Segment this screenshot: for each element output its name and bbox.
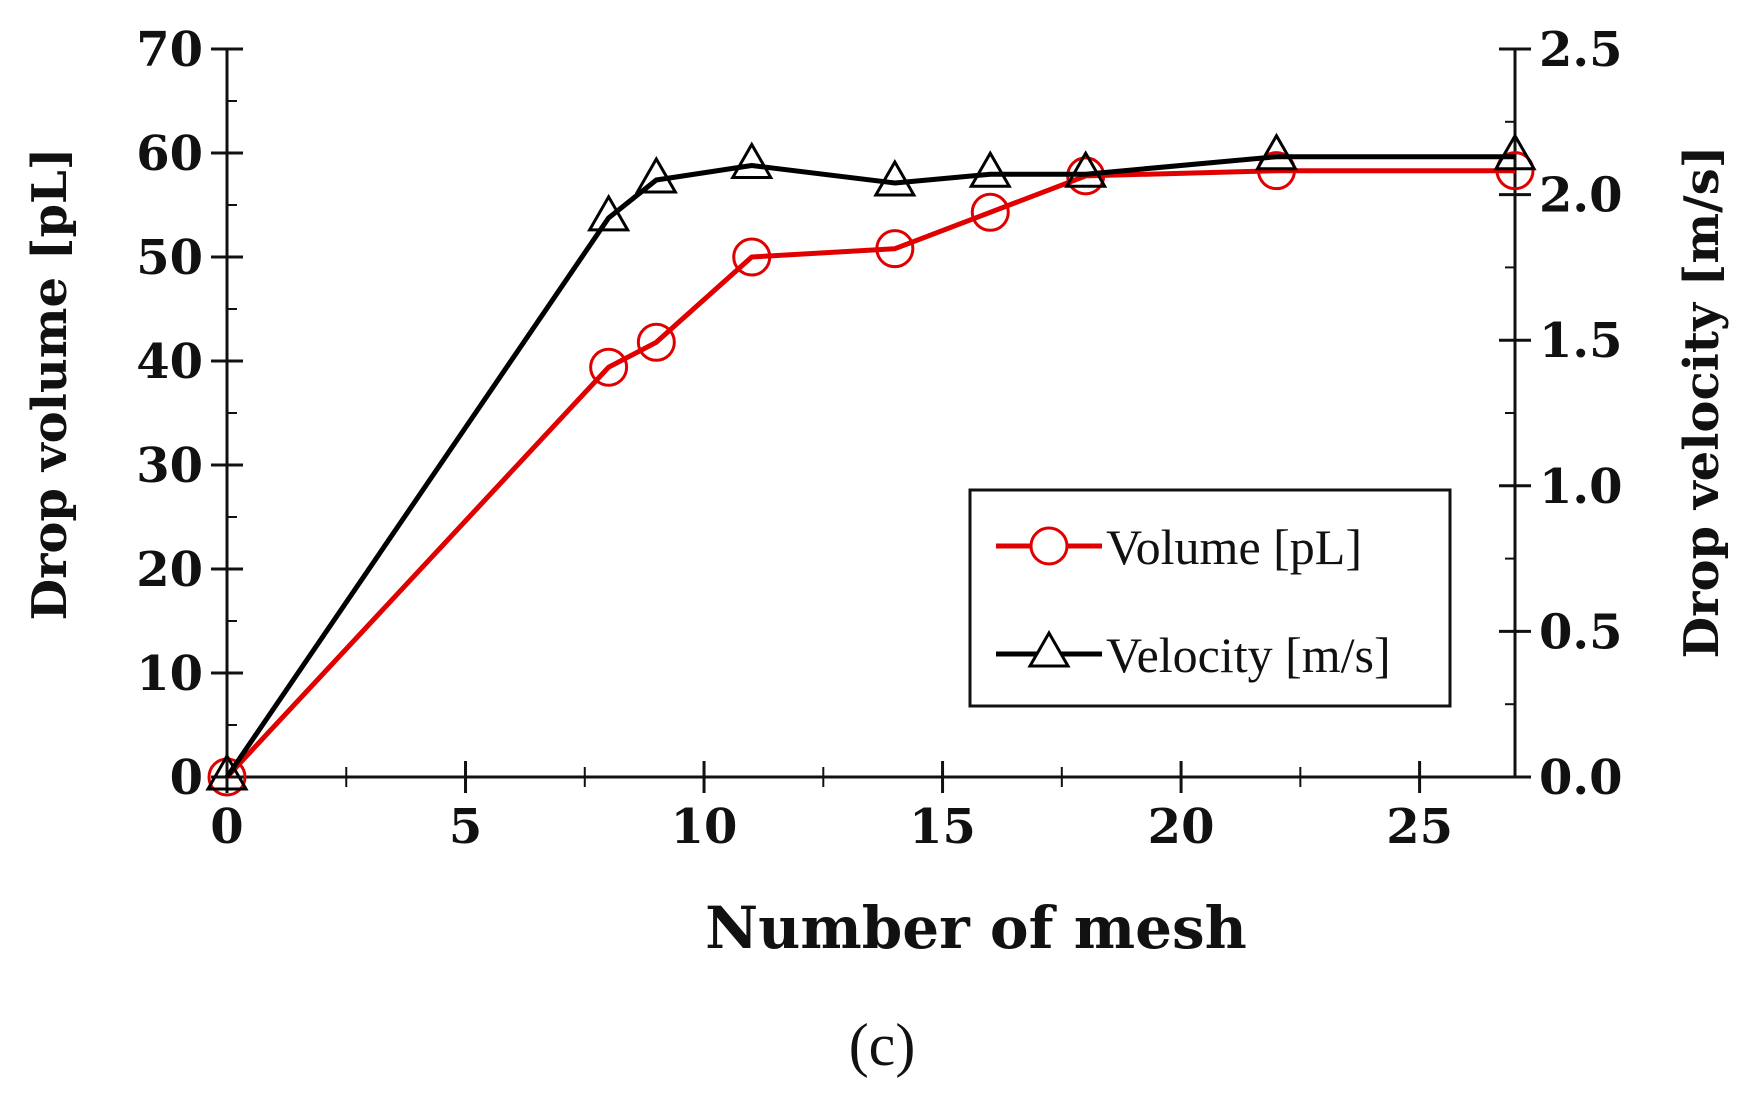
series-line-velocity bbox=[224, 154, 1515, 779]
figure-caption: (c) bbox=[849, 1012, 916, 1078]
y-tick-label: 30 bbox=[136, 438, 203, 494]
y2-tick-label: 1.0 bbox=[1539, 459, 1623, 515]
y-tick-label: 60 bbox=[136, 126, 203, 182]
x-tick-label: 15 bbox=[909, 799, 976, 855]
left-axis-ticks: 0 10 20 30 40 50 60 70 bbox=[136, 22, 243, 806]
x-tick-label: 5 bbox=[449, 799, 482, 855]
legend-box bbox=[968, 488, 1452, 708]
legend: Volume [pL] Velocity [m/s] bbox=[968, 488, 1452, 708]
x-axis-title: Number of mesh bbox=[705, 894, 1247, 962]
data-point-volume bbox=[875, 229, 915, 269]
y-tick-label: 20 bbox=[136, 542, 203, 598]
x-tick-label: 25 bbox=[1386, 799, 1453, 855]
data-point-velocity bbox=[730, 141, 774, 179]
y2-axis-title: Drop velocity [m/s] bbox=[1674, 146, 1730, 659]
data-point-volume bbox=[1256, 151, 1296, 191]
y-axis-title: Drop volume [pL] bbox=[22, 147, 78, 620]
legend-label-volume: Volume [pL] bbox=[1106, 519, 1362, 575]
data-point-velocity bbox=[587, 193, 631, 232]
legend-marker-volume bbox=[1029, 526, 1069, 566]
data-point-volume bbox=[636, 322, 676, 362]
legend-label-velocity: Velocity [m/s] bbox=[1106, 627, 1391, 683]
data-point-volume bbox=[970, 192, 1010, 232]
data-point-velocity bbox=[634, 156, 678, 194]
data-point-velocity bbox=[873, 158, 917, 197]
y-tick-label: 0 bbox=[170, 750, 203, 806]
data-point-volume bbox=[1495, 151, 1535, 191]
data-point-velocity bbox=[968, 150, 1012, 188]
y2-tick-label: 2.0 bbox=[1539, 168, 1623, 224]
x-axis-ticks: 0 5 10 15 20 25 bbox=[210, 761, 1453, 855]
y2-tick-label: 2.5 bbox=[1539, 22, 1623, 78]
y2-tick-label: 0.5 bbox=[1539, 604, 1623, 660]
data-point-velocity bbox=[1064, 150, 1108, 188]
legend-marker-velocity bbox=[1027, 629, 1071, 668]
y-tick-label: 10 bbox=[136, 646, 203, 702]
series-layer bbox=[205, 132, 1537, 797]
x-tick-label: 0 bbox=[210, 799, 243, 855]
data-point-velocity bbox=[205, 752, 249, 791]
x-tick-label: 20 bbox=[1148, 799, 1215, 855]
y2-tick-label: 1.5 bbox=[1539, 313, 1623, 369]
y-tick-label: 40 bbox=[136, 334, 203, 390]
y-tick-label: 70 bbox=[136, 22, 203, 78]
data-point-volume bbox=[589, 347, 629, 387]
y-tick-label: 50 bbox=[136, 230, 203, 286]
data-point-velocity bbox=[1493, 132, 1537, 171]
data-point-volume bbox=[732, 237, 772, 277]
right-axis-ticks: 0.0 0.5 1.0 1.5 2.0 2.5 bbox=[1499, 22, 1623, 806]
x-tick-label: 10 bbox=[671, 799, 738, 855]
data-point-velocity bbox=[1254, 132, 1299, 171]
y2-tick-label: 0.0 bbox=[1539, 750, 1623, 806]
